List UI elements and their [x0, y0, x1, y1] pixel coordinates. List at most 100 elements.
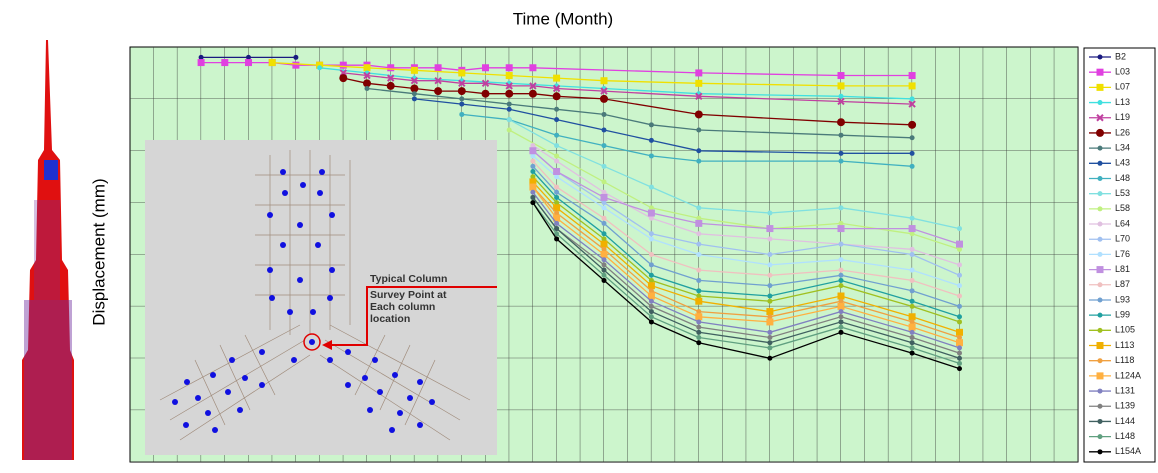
- data-point: [602, 273, 607, 278]
- data-point: [957, 345, 962, 350]
- legend-marker: [1098, 176, 1103, 181]
- legend-marker: [1098, 206, 1103, 211]
- data-point: [767, 330, 772, 335]
- data-point: [529, 64, 536, 71]
- data-point: [696, 340, 701, 345]
- column-point: [259, 349, 265, 355]
- data-point: [649, 185, 654, 190]
- legend-label: L124A: [1115, 370, 1141, 380]
- column-point: [184, 379, 190, 385]
- data-point: [529, 90, 537, 98]
- data-point: [339, 74, 347, 82]
- legend-marker: [1098, 358, 1103, 363]
- column-point: [389, 427, 395, 433]
- data-point: [839, 94, 844, 99]
- data-point: [649, 299, 654, 304]
- data-point: [292, 62, 299, 69]
- data-point: [602, 262, 607, 267]
- legend-marker: [1097, 84, 1104, 91]
- legend-marker: [1098, 419, 1103, 424]
- data-point: [507, 107, 512, 112]
- data-point: [696, 288, 701, 293]
- data-point: [695, 298, 702, 305]
- data-point: [838, 225, 845, 232]
- data-point: [554, 107, 559, 112]
- data-point: [956, 329, 963, 336]
- data-point: [198, 59, 205, 66]
- data-point: [910, 135, 915, 140]
- legend-label: L154A: [1115, 446, 1141, 456]
- legend-label: L13: [1115, 97, 1130, 107]
- data-point: [767, 283, 772, 288]
- column-point: [377, 389, 383, 395]
- data-point: [530, 200, 535, 205]
- data-point: [909, 313, 916, 320]
- data-point: [910, 96, 915, 101]
- data-point: [910, 304, 915, 309]
- column-point: [267, 267, 273, 273]
- data-point: [600, 95, 608, 103]
- legend-label: L34: [1115, 142, 1130, 152]
- data-point: [837, 118, 845, 126]
- data-point: [767, 294, 772, 299]
- column-point: [407, 395, 413, 401]
- data-point: [364, 64, 371, 71]
- chart-title: Time (Month): [513, 9, 613, 28]
- data-point: [530, 159, 535, 164]
- data-point: [957, 226, 962, 231]
- tower-illustration: [22, 40, 74, 460]
- column-point: [297, 222, 303, 228]
- data-point: [910, 268, 915, 273]
- legend-marker: [1098, 449, 1103, 454]
- column-point: [327, 295, 333, 301]
- column-point: [417, 422, 423, 428]
- column-point: [225, 389, 231, 395]
- data-point: [909, 324, 916, 331]
- annotation-text: location: [370, 313, 410, 325]
- data-point: [696, 205, 701, 210]
- data-point: [482, 90, 490, 98]
- legend-label: L81: [1115, 264, 1130, 274]
- legend-marker: [1098, 161, 1103, 166]
- data-point: [766, 308, 773, 315]
- column-point: [212, 427, 218, 433]
- data-point: [839, 283, 844, 288]
- data-point: [696, 335, 701, 340]
- column-point: [300, 182, 306, 188]
- legend-marker: [1098, 297, 1103, 302]
- data-point: [839, 325, 844, 330]
- legend-label: B2: [1115, 51, 1126, 61]
- data-point: [506, 72, 513, 79]
- legend-label: L64: [1115, 218, 1130, 228]
- data-point: [767, 340, 772, 345]
- legend-marker: [1097, 342, 1104, 349]
- annotation-text: Typical Column: [370, 273, 447, 285]
- data-point: [908, 121, 916, 129]
- legend-label: L139: [1115, 401, 1135, 411]
- data-point: [649, 262, 654, 267]
- data-point: [529, 147, 536, 154]
- data-point: [957, 262, 962, 267]
- column-point: [297, 277, 303, 283]
- legend-marker: [1098, 404, 1103, 409]
- legend-marker: [1097, 372, 1104, 379]
- column-point: [269, 295, 275, 301]
- inset-plan: Typical ColumnSurvey Point atEach column…: [145, 140, 497, 455]
- legend-label: L76: [1115, 249, 1130, 259]
- legend-label: L43: [1115, 158, 1130, 168]
- column-point: [282, 190, 288, 196]
- legend-marker: [1098, 389, 1103, 394]
- data-point: [602, 179, 607, 184]
- data-point: [269, 59, 276, 66]
- data-point: [554, 185, 559, 190]
- data-point: [601, 77, 608, 84]
- data-point: [910, 330, 915, 335]
- page: Time (Month) Displacement (mm) Typical C…: [0, 0, 1158, 468]
- data-point: [530, 195, 535, 200]
- data-point: [957, 351, 962, 356]
- column-point: [259, 382, 265, 388]
- data-point: [553, 168, 560, 175]
- data-point: [909, 72, 916, 79]
- data-point: [649, 236, 654, 241]
- legend-label: L26: [1115, 127, 1130, 137]
